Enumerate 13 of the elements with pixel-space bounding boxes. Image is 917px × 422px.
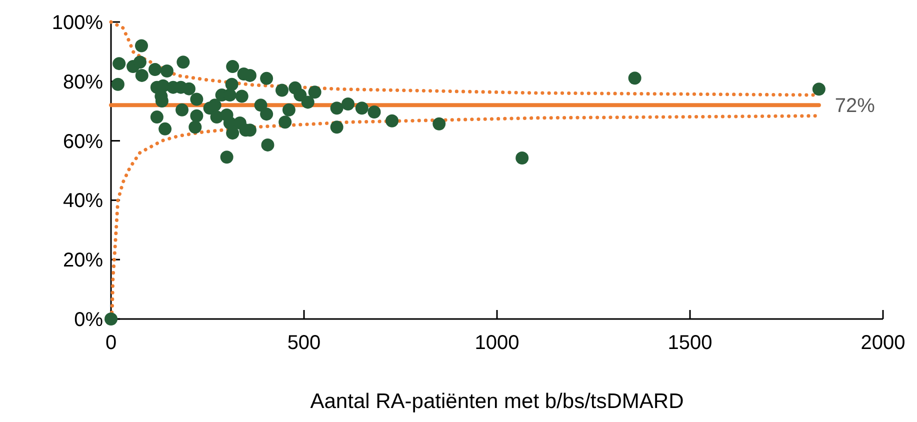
- y-tick-label: 20%: [62, 250, 104, 272]
- y-tick-label: 0%: [74, 309, 104, 331]
- x-tick-label: 2000: [860, 332, 906, 354]
- x-tick-label: 0: [105, 332, 117, 354]
- data-label: 72%: [834, 95, 876, 118]
- y-tick-label: 60%: [62, 130, 104, 153]
- x-tick-label: 1500: [668, 332, 712, 354]
- x-tick-label: 500: [287, 332, 321, 354]
- x-tick-label: 1000: [474, 332, 520, 354]
- y-tick-label: 100%: [52, 12, 104, 34]
- y-tick-label: 80%: [62, 71, 104, 94]
- x-axis-title: Aantal RA-patiënten met b/bs/tsDMARD: [310, 390, 684, 413]
- y-tick-label: 40%: [62, 190, 104, 212]
